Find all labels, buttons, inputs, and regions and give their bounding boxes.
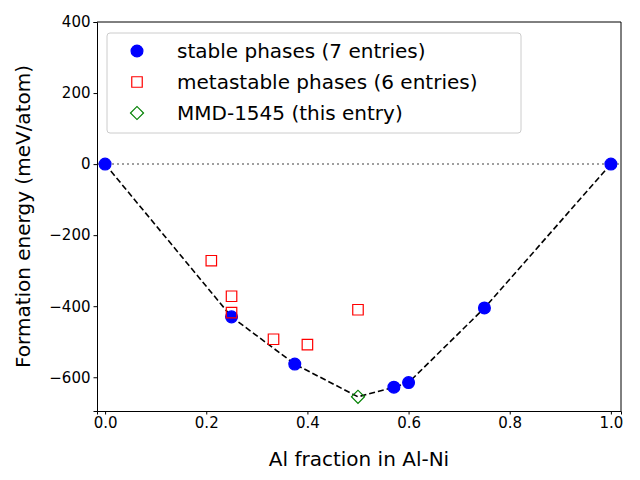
- axis-line: [94, 23, 98, 412]
- legend-marker: [131, 45, 143, 57]
- hull-line: [105, 164, 611, 397]
- frame: [97, 22, 621, 23]
- y-axis: −600 −400 −200 0 200 400: [49, 13, 97, 411]
- tick: 400: [62, 13, 97, 31]
- tick-mark: [94, 235, 98, 236]
- legend-marker: [130, 106, 143, 119]
- point: [226, 307, 236, 317]
- legend-label: metastable phases (6 entries): [177, 70, 477, 94]
- y-axis-title: Formation energy (meV/atom): [11, 65, 35, 368]
- tick: 1.0: [599, 411, 623, 432]
- plot-area: 0.0 0.2 0.4 0.6 0.8 1.0 −600 −400 −200 0 200 400 sta…: [49, 13, 623, 432]
- point: [99, 158, 111, 170]
- point: [289, 358, 301, 370]
- tick: −400: [49, 298, 97, 316]
- x-axis-title: Al fraction in Al-Ni: [269, 447, 449, 471]
- tick-label: −400: [49, 298, 90, 316]
- tick-label: 0.6: [397, 414, 421, 432]
- frame: [621, 22, 622, 411]
- point: [268, 334, 278, 344]
- tick-mark: [94, 164, 98, 165]
- point: [302, 339, 312, 349]
- point: [353, 305, 363, 315]
- point: [479, 302, 491, 314]
- tick-label: 0.4: [296, 414, 320, 432]
- series-points: [99, 158, 617, 393]
- legend: stable phases (7 entries) metastable phas…: [107, 33, 521, 133]
- tick-mark: [94, 377, 98, 378]
- tick-mark: [94, 22, 98, 23]
- tick-label: 0.8: [498, 414, 522, 432]
- tick-label: 0.2: [195, 414, 219, 432]
- tick-mark: [94, 93, 98, 94]
- tick-label: 200: [62, 84, 91, 102]
- series-points: [351, 390, 364, 403]
- tick: 0.8: [498, 411, 522, 432]
- point: [605, 158, 617, 170]
- tick: 0: [81, 155, 97, 173]
- point: [351, 390, 364, 403]
- tick: 0.6: [397, 411, 421, 432]
- series-points: [206, 255, 363, 349]
- tick: 0.0: [94, 411, 118, 432]
- tick-label: 1.0: [599, 414, 623, 432]
- tick-label: −200: [49, 226, 90, 244]
- tick-label: 400: [62, 13, 91, 31]
- legend-box: [107, 33, 521, 133]
- reference-line: [97, 163, 621, 165]
- point: [226, 291, 236, 301]
- tick: −200: [49, 226, 97, 244]
- tick: 0.2: [195, 411, 219, 432]
- axis-line: [98, 412, 622, 415]
- tick-mark: [94, 306, 98, 307]
- tick-label: −600: [49, 369, 90, 387]
- point: [388, 381, 400, 393]
- point: [226, 311, 238, 323]
- point: [403, 377, 415, 389]
- legend-label: MMD-1545 (this entry): [177, 101, 403, 125]
- marks: [97, 158, 621, 403]
- tick: 0.4: [296, 411, 320, 432]
- legend-marker: [132, 77, 142, 87]
- legend-label: stable phases (7 entries): [177, 39, 426, 63]
- tick-label: 0: [81, 155, 91, 173]
- tick-label: 0.0: [94, 414, 118, 432]
- point: [206, 255, 216, 265]
- tick: −600: [49, 369, 97, 387]
- x-axis: 0.0 0.2 0.4 0.6 0.8 1.0: [94, 411, 624, 432]
- tick: 200: [62, 84, 97, 102]
- chart: 0.0 0.2 0.4 0.6 0.8 1.0 −600 −400 −200 0 200 400 sta…: [0, 0, 640, 480]
